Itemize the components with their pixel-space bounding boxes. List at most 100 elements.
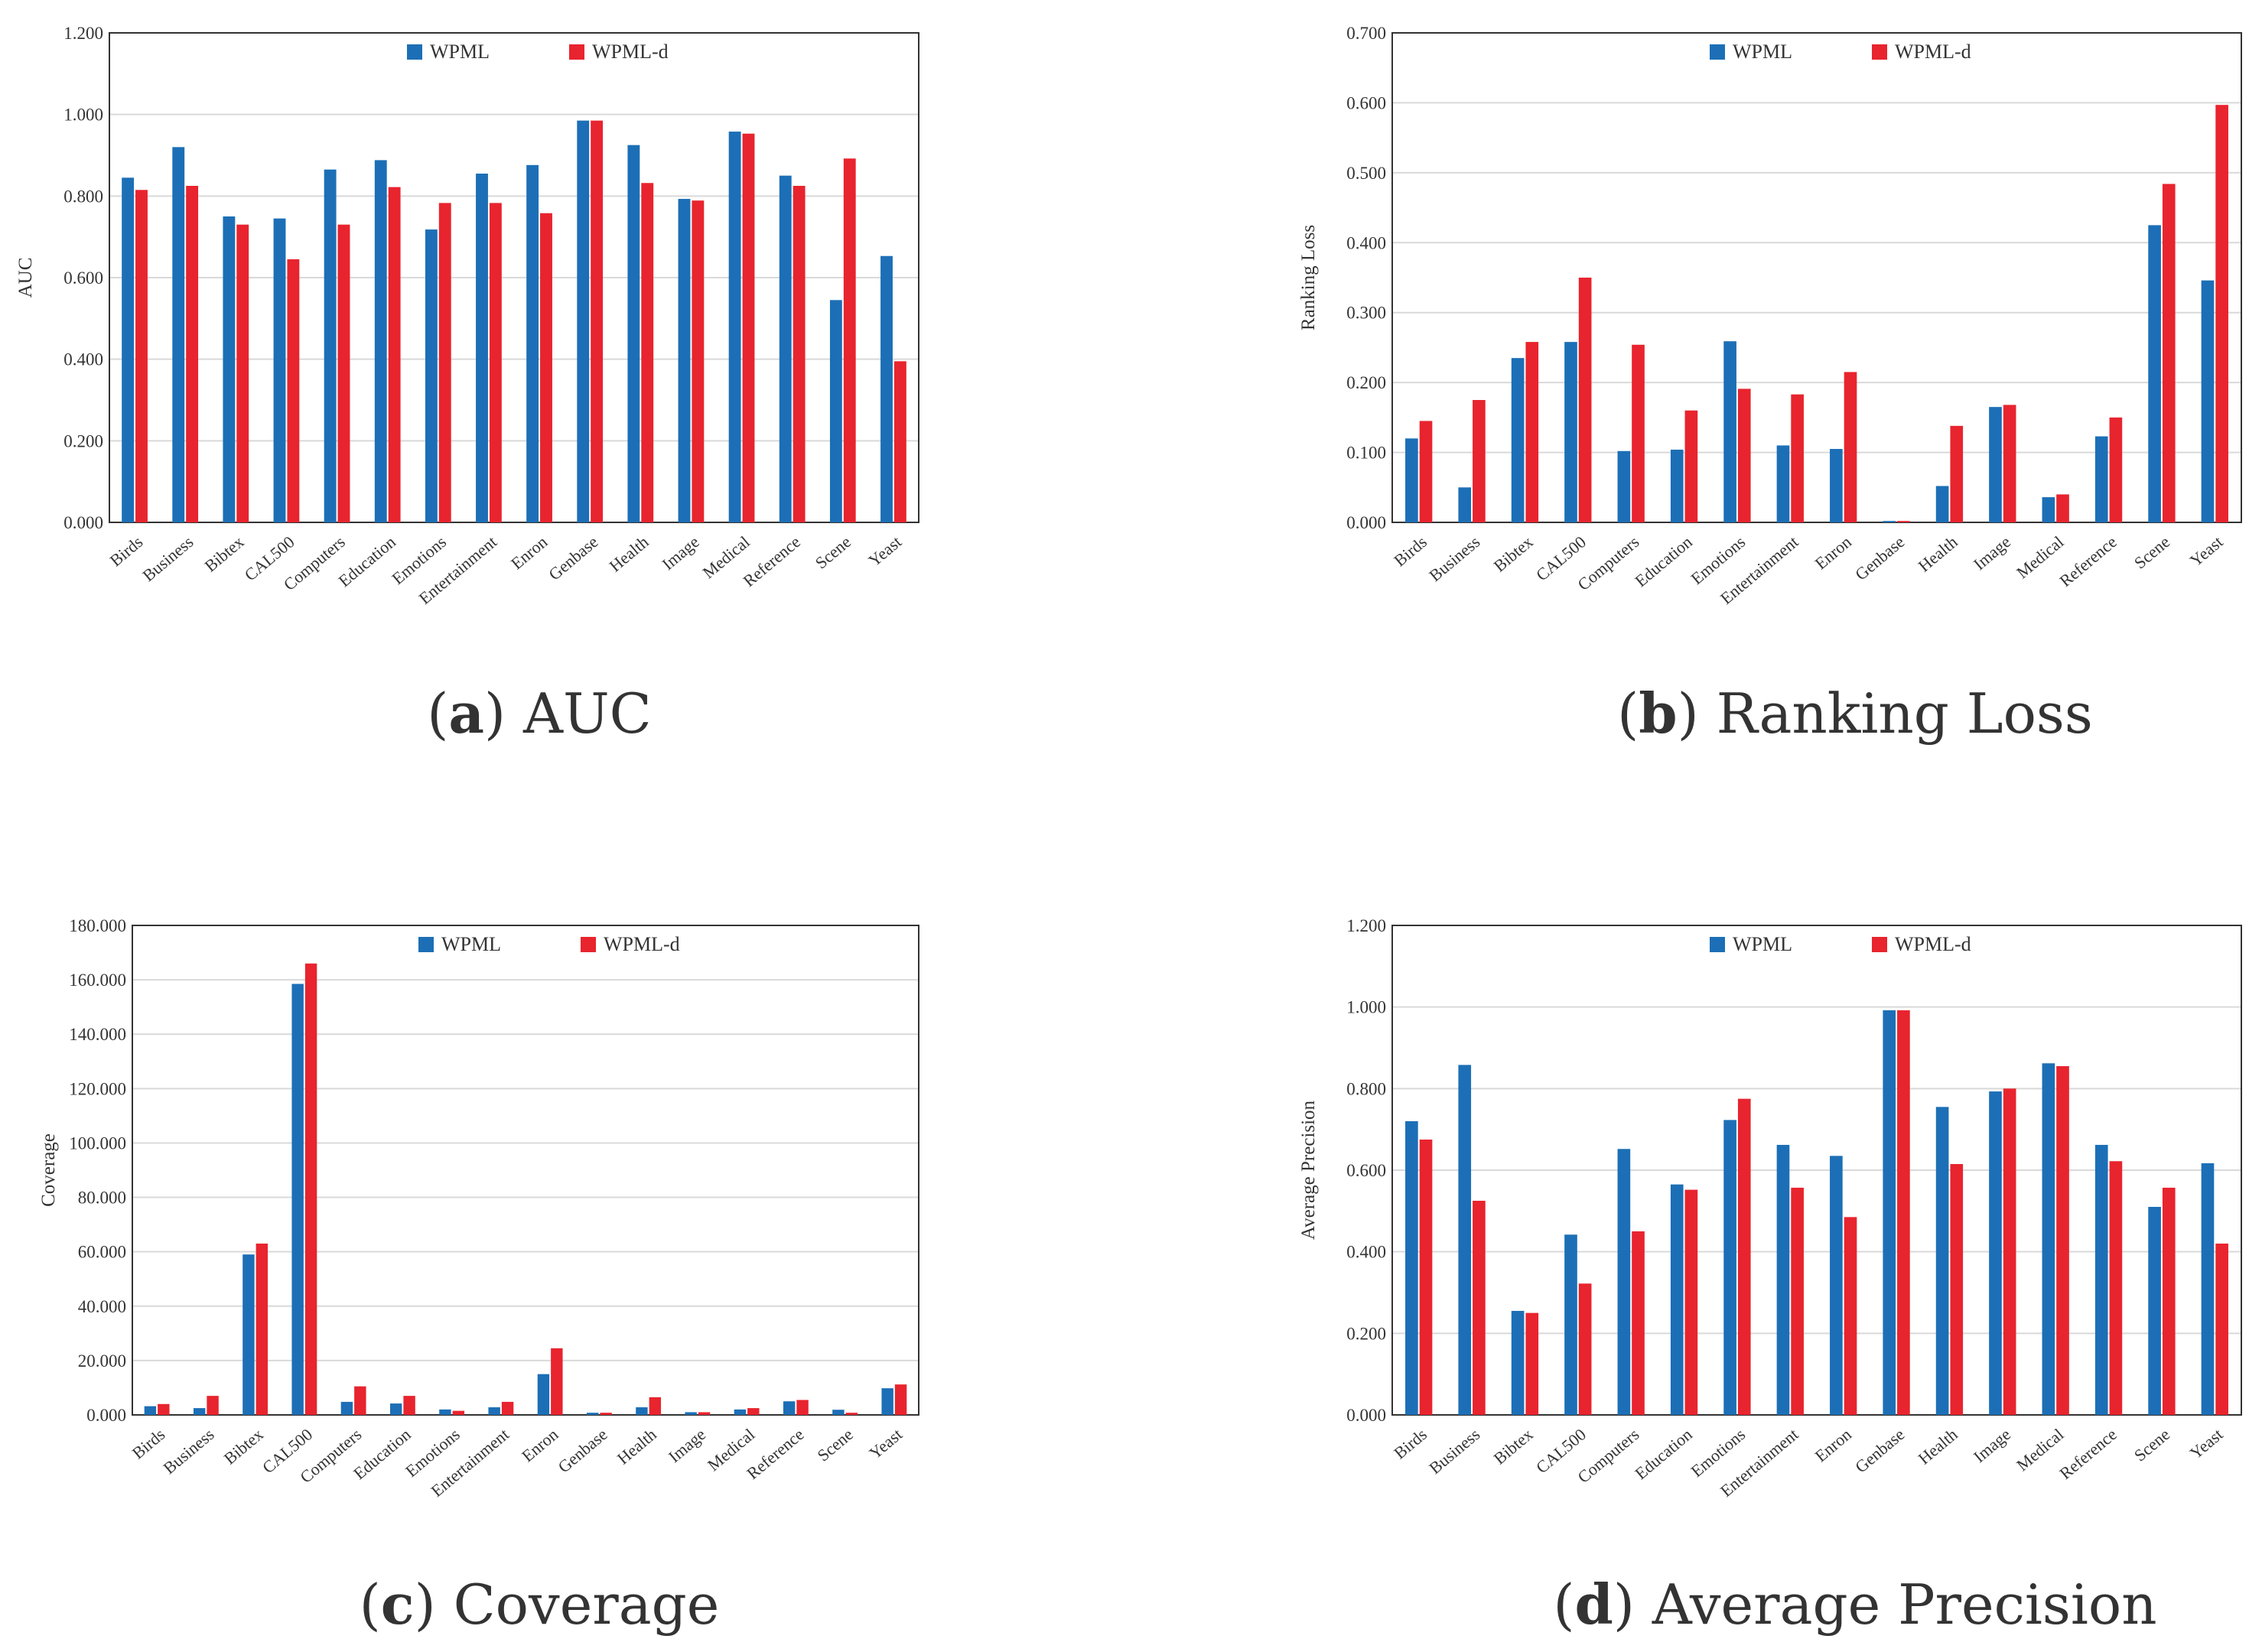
x-tick-label: Scene [814,1425,857,1465]
bar-wpml [242,1254,255,1415]
y-tick-label: 0.000 [86,1406,126,1425]
bar-wpml [734,1409,747,1415]
bar-wpml [193,1408,206,1415]
legend-label-wpml-d: WPML-d [1895,933,1971,955]
x-tick-label: Genbase [545,532,601,584]
bar-wpml-d [893,361,906,522]
x-tick-label: Health [606,532,653,576]
bar-wpml [1776,1144,1790,1415]
legend-swatch-wpml [1710,44,1725,60]
chart-d: 0.000 0.200 0.400 0.600 0.800 1.000 1.200 Avera… [1298,916,2242,1501]
bar-wpml [2042,1063,2055,1415]
bar-wpml-d [1897,1010,1910,1415]
caption-a-letter: a [448,681,484,746]
y-tick-label: 140.000 [69,1025,126,1044]
bar-wpml [2042,497,2055,522]
bar-wpml [1617,1149,1631,1415]
chart-a: 0.000 0.200 0.400 0.600 0.800 1.000 1.200 AUC Bi… [15,24,919,608]
bar-wpml-d [1684,410,1698,522]
bar-wpml [340,1401,353,1415]
y-tick-label: 100.000 [69,1133,126,1153]
bar-wpml-d [1419,421,1433,522]
y-tick-label: 120.000 [69,1079,126,1098]
bar-wpml-d [698,1412,711,1415]
caption-b-text: Ranking Loss [1716,681,2093,746]
y-tick-label: 0.300 [1346,304,1386,323]
legend-swatch-wpml-d [1872,44,1887,60]
bar-wpml-d [489,203,502,522]
bar-wpml-d [692,200,705,522]
bar-wpml [324,169,337,522]
bar-wpml-d [236,224,249,522]
bar-wpml [223,216,236,522]
plot-frame [1391,32,2242,523]
bar-wpml [728,132,741,523]
y-tick-label: 1.200 [63,24,103,43]
bar-wpml-d [1419,1140,1433,1415]
legend-swatch-wpml [407,44,422,60]
bar-wpml [1617,450,1631,522]
y-axis-label: Coverage [38,1133,59,1207]
bar-wpml-d [747,1408,760,1415]
bar-wpml-d [1632,344,1645,522]
x-tick-label: Health [1915,532,1961,576]
bar-wpml-d [894,1384,907,1415]
bar-wpml [1564,342,1577,522]
bar-wpml-d [1791,1187,1804,1415]
legend-label-wpml: WPML [430,41,490,63]
legend-swatch-wpml [418,937,434,952]
x-tick-label: Enron [507,532,551,574]
bar-wpml-d [1950,425,1964,522]
y-tick-label: 0.400 [1346,233,1386,252]
bar-wpml-d [1791,394,1804,522]
legend-swatch-wpml-d [1872,937,1887,952]
bar-wpml-d [1844,1217,1857,1415]
y-tick-label: 1.200 [1346,916,1386,935]
bar-wpml [1723,1120,1736,1415]
bar-wpml [685,1412,697,1415]
bar-wpml-d [540,213,552,522]
bar-wpml-d [354,1386,366,1415]
x-tick-label: Enron [1811,1425,1855,1466]
y-tick-label: 0.200 [1346,373,1386,392]
bar-wpml [1883,1010,1896,1415]
caption-d-letter: d [1574,1572,1613,1637]
x-tick-label: Birds [1390,1425,1430,1463]
bar-wpml-d [2215,1244,2228,1415]
bar-wpml-d [1737,389,1751,522]
y-axis-label: AUC [15,258,36,298]
bar-wpml-d [2109,1161,2123,1415]
x-tick-label: Enron [518,1425,561,1466]
bar-wpml-d [1844,372,1857,522]
x-tick-label: Yeast [865,1425,906,1463]
bar-wpml [2148,225,2161,522]
bar-wpml [1405,1121,1418,1415]
bar-wpml [1989,407,2002,522]
bar-wpml-d [304,963,317,1415]
bar-wpml-d [742,133,755,522]
bar-wpml-d [438,203,451,522]
y-tick-label: 0.400 [63,350,103,369]
caption-a: (a) AUC [427,681,652,746]
y-tick-label: 20.000 [78,1351,126,1371]
caption-c-letter: c [380,1572,415,1637]
bar-wpml [1511,358,1525,522]
bar-wpml-d [255,1244,269,1415]
bar-wpml [122,177,135,523]
bar-wpml-d [591,120,604,522]
bar-wpml [1776,445,1790,522]
y-tick-label: 0.600 [63,268,103,288]
bar-wpml [1723,341,1736,522]
y-tick-label: 0.800 [63,187,103,206]
bar-wpml-d [2056,1066,2069,1415]
x-tick-label: Birds [129,1425,169,1463]
bar-wpml-d [337,224,350,522]
x-tick-label: Image [1970,1425,2014,1466]
x-tick-label: Birds [106,532,147,571]
bar-wpml [1511,1311,1525,1415]
x-tick-label: Health [1915,1425,1961,1468]
bar-wpml [144,1406,157,1415]
bar-wpml [374,160,387,522]
x-tick-label: Bibtex [1490,1425,1537,1468]
bar-wpml-d [2056,494,2069,522]
